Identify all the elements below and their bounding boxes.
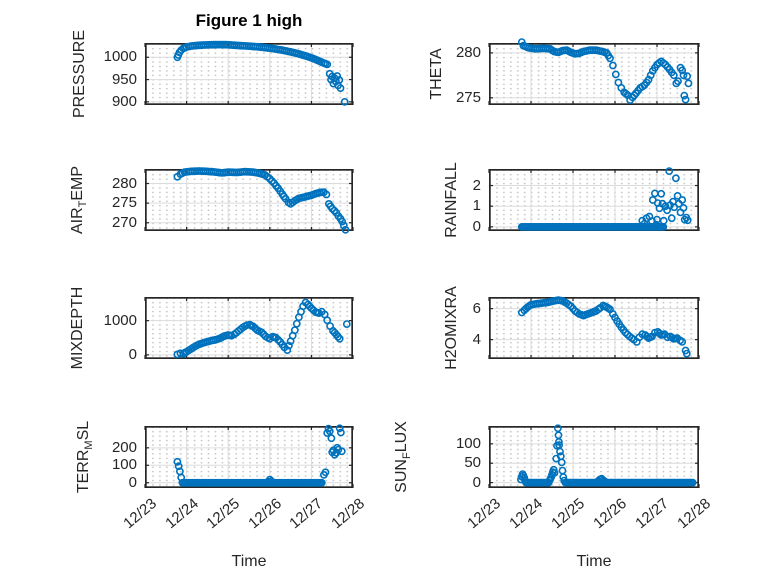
tick-marks — [488, 297, 700, 359]
y-tick-label: 6 — [472, 299, 481, 317]
x-tick-label: 12/24 — [506, 495, 546, 533]
scatter-series — [173, 40, 349, 106]
grid-lines — [145, 169, 353, 231]
y-tick-label: 0 — [128, 473, 137, 491]
y-tick-label: 1000 — [103, 48, 137, 66]
scatter-series — [173, 298, 351, 359]
plot-area — [488, 296, 700, 359]
minor-grid — [146, 170, 352, 230]
plot-area — [144, 424, 354, 488]
scatter-series — [517, 38, 693, 104]
y-tick-label: 0 — [472, 217, 481, 235]
y-tick-label: 1000 — [103, 311, 137, 329]
tick-marks — [144, 43, 354, 105]
plot-area — [488, 38, 700, 105]
scatter-series — [516, 424, 697, 487]
scatter-series — [517, 296, 691, 358]
minor-grid — [146, 427, 352, 487]
y-tick-label: 270 — [111, 213, 137, 231]
x-tick-label: 12/25 — [548, 495, 588, 533]
y-tick-label: 0 — [472, 473, 481, 491]
x-tick-label: 12/26 — [590, 495, 630, 533]
y-tick-label: 900 — [111, 92, 137, 110]
y-tick-label: 2 — [472, 176, 481, 194]
axes-box — [489, 43, 700, 105]
tick-marks — [144, 169, 354, 231]
y-tick-label: 280 — [111, 174, 137, 192]
axes-box — [489, 426, 700, 488]
y-tick-label: 200 — [111, 438, 137, 456]
x-tick-label: 12/28 — [674, 495, 714, 533]
y-tick-label: 100 — [111, 456, 137, 474]
y-axis-label: SUNFLUX — [393, 421, 413, 493]
figure-title: Figure 1 high — [195, 11, 303, 30]
plot-area — [144, 167, 354, 234]
plot-area — [144, 297, 354, 359]
axes-box — [145, 426, 354, 488]
minor-grid — [146, 44, 352, 104]
x-tick-label: 12/23 — [464, 495, 504, 533]
axes-box — [145, 297, 354, 359]
y-tick-label: 950 — [111, 70, 137, 88]
plot-area — [144, 40, 354, 106]
plot-area — [488, 167, 700, 231]
y-tick-label: 0 — [128, 345, 137, 363]
plot-area — [488, 424, 700, 488]
x-axis-label: Time — [231, 553, 267, 570]
y-tick-label: 275 — [111, 194, 137, 212]
y-tick-label: 1 — [472, 197, 481, 215]
scatter-series — [173, 167, 350, 234]
x-tick-label: 12/27 — [632, 495, 672, 533]
scatter-series — [517, 167, 692, 231]
axes-box — [489, 297, 700, 359]
tick-marks — [144, 297, 354, 359]
y-tick-label: 275 — [455, 88, 481, 106]
y-tick-label: 280 — [455, 43, 481, 61]
y-tick-label: 4 — [472, 330, 481, 348]
x-axis-label: Time — [576, 553, 612, 570]
scatter-series — [173, 424, 346, 487]
y-tick-label: 100 — [455, 434, 481, 452]
y-tick-label: 50 — [464, 454, 481, 472]
